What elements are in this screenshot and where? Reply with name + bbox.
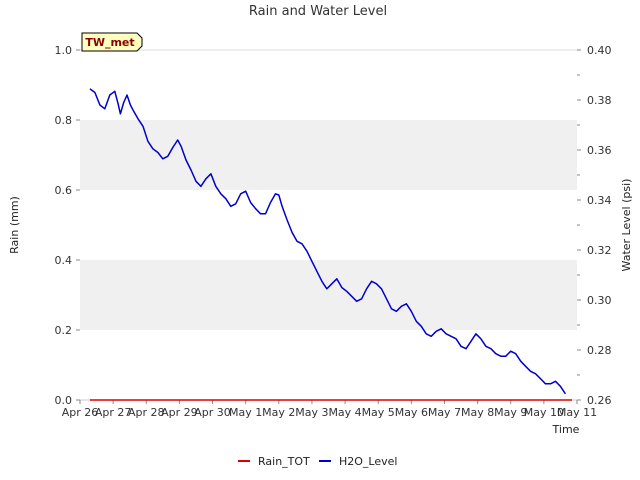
x-axis-label: Time <box>552 423 580 436</box>
y-left-tick-label: 0.4 <box>55 254 73 267</box>
x-tick-label: Apr 28 <box>128 406 165 419</box>
y-left-tick-label: 1.0 <box>55 44 73 57</box>
x-tick-label: May 4 <box>328 406 361 419</box>
x-tick-label: May 7 <box>428 406 461 419</box>
y-left-tick-label: 0.8 <box>55 114 73 127</box>
chart-title: Rain and Water Level <box>249 4 387 19</box>
y-left-tick-label: 0.6 <box>55 184 73 197</box>
x-tick-label: Apr 29 <box>161 406 198 419</box>
x-tick-label: May 1 <box>229 406 262 419</box>
x-tick-label: May 10 <box>524 406 564 419</box>
series-group <box>89 88 572 401</box>
y-left-tick-label: 0.2 <box>55 324 73 337</box>
y-right-tick-label: 0.32 <box>587 244 612 257</box>
x-tick-label: May 8 <box>461 406 494 419</box>
x-tick-label: May 2 <box>262 406 295 419</box>
y-right-tick-label: 0.26 <box>587 394 612 407</box>
y-right-tick-label: 0.36 <box>587 144 612 157</box>
y-right-tick-label: 0.30 <box>587 294 612 307</box>
plot-area <box>80 50 577 400</box>
x-tick-label: Apr 26 <box>62 406 99 419</box>
y-axis-right-label: Water Level (psi) <box>620 179 633 272</box>
legend-label: H2O_Level <box>339 455 397 468</box>
station-badge-label: TW_met <box>85 36 134 49</box>
y-right-tick-label: 0.28 <box>587 344 612 357</box>
y-axis-right: 0.26 0.28 0.30 0.32 0.34 0.36 0.38 0.40 <box>577 44 612 407</box>
x-tick-label: May 5 <box>362 406 395 419</box>
series-line-h2o-level <box>89 88 567 395</box>
x-tick-label: Apr 27 <box>95 406 132 419</box>
y-right-tick-label: 0.38 <box>587 94 612 107</box>
grid-band-lower <box>80 260 577 330</box>
x-tick-label: May 3 <box>295 406 328 419</box>
y-axis-left: 0.0 0.2 0.4 0.6 0.8 1.0 <box>55 44 80 407</box>
station-badge: TW_met <box>81 32 143 52</box>
legend-label: Rain_TOT <box>258 455 310 468</box>
x-tick-label: May 11 <box>557 406 597 419</box>
station-badge-shape <box>81 32 143 52</box>
x-tick-label: May 9 <box>494 406 527 419</box>
y-right-tick-label: 0.40 <box>587 44 612 57</box>
y-right-tick-label: 0.34 <box>587 194 612 207</box>
x-tick-label: Apr 30 <box>194 406 231 419</box>
grid-band-upper <box>80 120 577 190</box>
legend: Rain_TOT H2O_Level <box>238 455 397 468</box>
x-tick-label: May 6 <box>395 406 428 419</box>
y-left-tick-label: 0.0 <box>55 394 73 407</box>
y-axis-left-label: Rain (mm) <box>8 196 21 254</box>
